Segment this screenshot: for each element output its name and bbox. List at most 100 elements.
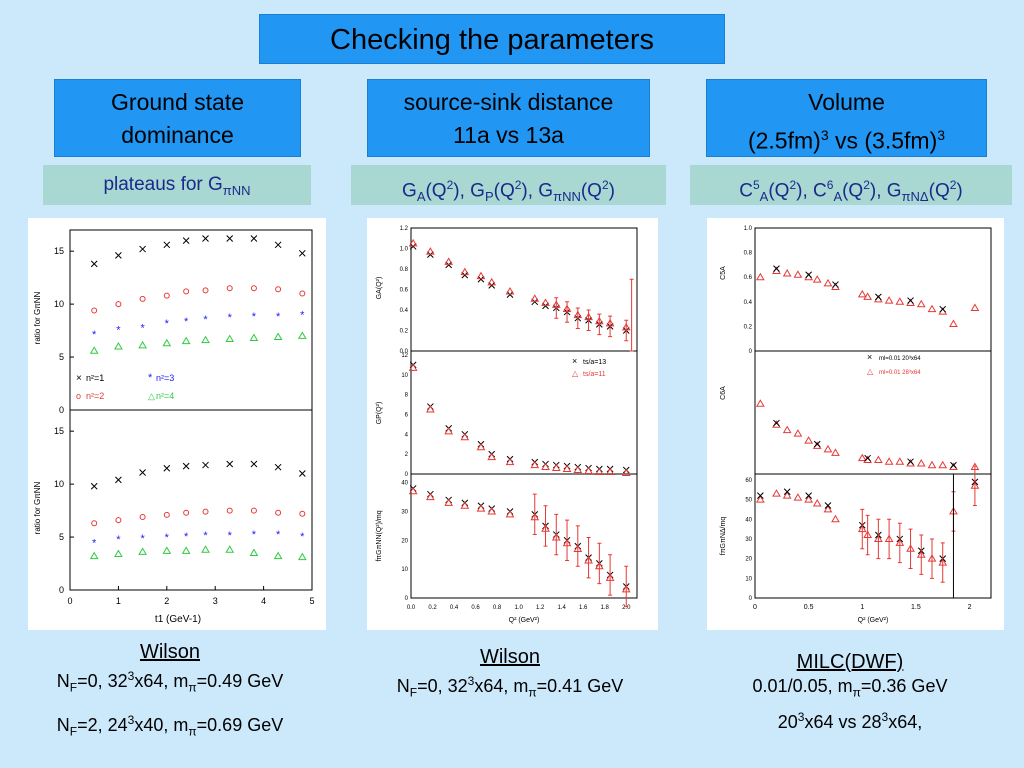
- heading-source-sink: source-sink distance 11a vs 13a: [367, 79, 650, 157]
- y-axis-label: GA(Q²): [376, 277, 383, 300]
- data-point-circle: [163, 292, 170, 299]
- data-point-cross: [274, 241, 282, 249]
- error-bar: [586, 536, 591, 579]
- data-point-triangle: [444, 426, 454, 435]
- error-bar: [565, 301, 570, 323]
- legend-marker: o: [76, 391, 81, 401]
- data-point-star: *: [203, 530, 208, 542]
- data-point-triangle: [249, 333, 259, 341]
- x-tick-label: 0: [753, 604, 757, 611]
- x-tick-label: 1.2: [536, 605, 545, 611]
- error-bar: [887, 518, 892, 560]
- x-tick-label: 0.8: [493, 605, 502, 611]
- x-tick-label: 2: [968, 604, 972, 611]
- data-point-triangle: [938, 460, 948, 469]
- data-point-cross: [226, 460, 234, 468]
- data-point-triangle: [408, 238, 418, 247]
- y-tick-label: 0.4: [744, 300, 753, 306]
- data-point-triangle: [476, 442, 486, 451]
- data-point-triangle: [823, 504, 833, 513]
- y-tick-label: 12: [401, 353, 408, 359]
- data-point-star: *: [228, 312, 233, 324]
- plot-frame: [69, 409, 313, 591]
- data-point-triangle: [812, 275, 822, 283]
- data-point-triangle: [162, 546, 172, 554]
- data-point-circle: [183, 288, 190, 295]
- data-point-triangle: [895, 457, 905, 465]
- legend-marker: ×: [572, 356, 577, 366]
- data-point-star: *: [276, 529, 281, 541]
- error-bar: [908, 528, 913, 569]
- data-point-circle: [183, 509, 190, 516]
- data-point-circle: [226, 507, 233, 514]
- data-point-star: *: [184, 316, 189, 328]
- data-point-cross: [202, 235, 209, 242]
- data-point-triangle: [162, 338, 172, 347]
- legend-label: ml=0.01 20³x64: [879, 356, 921, 362]
- data-point-triangle: [408, 363, 418, 371]
- data-point-triangle: [782, 425, 792, 434]
- data-point-cross: [477, 275, 485, 283]
- data-point-cross: [773, 419, 780, 427]
- data-point-circle: [91, 307, 98, 314]
- data-point-triangle: [476, 271, 486, 280]
- data-point-triangle: [297, 331, 307, 339]
- data-point-cross: [864, 454, 871, 462]
- data-point-triangle: [831, 448, 840, 456]
- x-tick-label: 1: [860, 604, 864, 611]
- heading-source-sink-line2: 11a vs 13a: [453, 122, 564, 148]
- data-point-star: *: [165, 318, 170, 330]
- data-point-cross: [202, 461, 209, 469]
- data-point-triangle: [772, 489, 781, 497]
- legend-marker: ×: [867, 352, 872, 362]
- legend-marker: △: [148, 391, 155, 401]
- error-bar: [597, 542, 602, 585]
- error-bar: [860, 508, 865, 550]
- data-point-cross: [907, 297, 914, 304]
- plot-frame: [410, 227, 638, 352]
- caption-col3-line2: 203x64 vs 283x64,: [777, 709, 923, 732]
- x-tick-label: 2.0: [622, 605, 631, 611]
- subheading-form-factors: GA(Q2), GP(Q2), GπNN(Q2): [351, 165, 666, 205]
- legend-marker: ×: [76, 373, 82, 384]
- data-point-triangle: [181, 336, 191, 345]
- x-tick-label: 0.4: [450, 605, 459, 611]
- error-bar: [624, 565, 629, 608]
- plot-frame: [410, 473, 638, 599]
- y-tick-label: 8: [405, 393, 409, 399]
- data-point-triangle: [916, 458, 926, 467]
- y-tick-label: 1.0: [400, 247, 409, 253]
- x-tick-label: 1.0: [514, 605, 523, 611]
- data-point-triangle: [823, 278, 833, 287]
- y-tick-label: 10: [401, 373, 408, 379]
- chart-panel-form-factors: 0.0 0.2 0.4 0.6 0.8 1.0 1.2 1.4 1.6 1.8 2.0 Q² (GeV…: [367, 218, 658, 630]
- data-point-cross: [226, 235, 234, 242]
- data-point-triangle: [906, 458, 915, 467]
- data-point-triangle: [573, 465, 583, 474]
- x-tick-label: 1: [116, 596, 121, 606]
- chart-panel-ratio: 0 0 5 5 10 10 15 15 0 1 2 3 4 5 t1 (GeV-1) ratio for Gπ…: [28, 218, 326, 630]
- error-bar: [624, 319, 629, 342]
- x-tick-label: 1.4: [557, 605, 566, 611]
- y-tick-label: 15: [54, 426, 64, 436]
- data-point-cross: [805, 271, 812, 279]
- data-point-circle: [115, 301, 122, 308]
- caption-col1: Wilson NF=0, 323x64, mπ=0.49 GeV NF=2, 2…: [20, 640, 320, 743]
- data-point-cross: [875, 293, 882, 301]
- data-point-triangle: [444, 498, 454, 506]
- data-point-triangle: [476, 504, 486, 512]
- x-axis-label: t1 (GeV-1): [155, 614, 201, 625]
- x-tick-label: 5: [309, 596, 314, 606]
- data-point-triangle: [487, 277, 497, 286]
- data-point-circle: [226, 285, 233, 292]
- data-point-triangle: [605, 467, 615, 476]
- data-point-triangle: [857, 453, 867, 462]
- data-point-triangle: [249, 548, 259, 556]
- heading-ground-state-line2: dominance: [121, 122, 234, 148]
- legend-label: n²=4: [156, 391, 174, 401]
- data-point-triangle: [863, 292, 873, 300]
- data-point-triangle: [201, 335, 210, 344]
- x-tick-label: 2: [164, 596, 169, 606]
- data-point-cross: [298, 470, 306, 477]
- legend-label: n²=1: [86, 373, 104, 383]
